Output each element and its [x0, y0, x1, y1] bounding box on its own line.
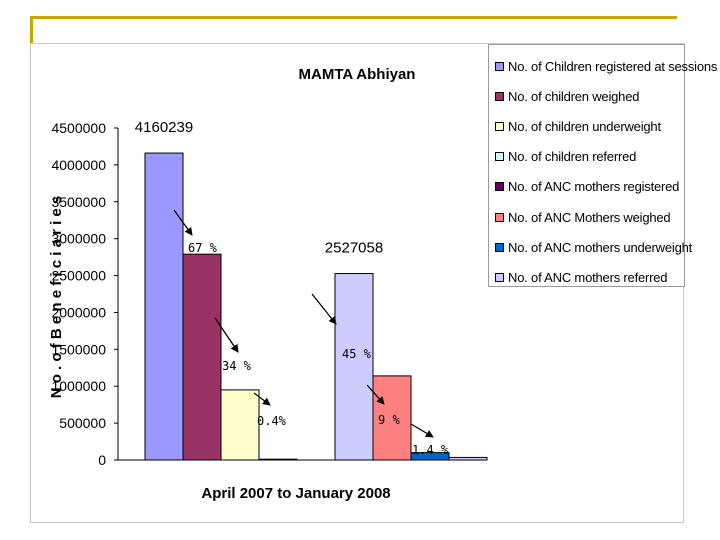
legend-label: No. of children weighed [508, 88, 640, 104]
legend-item: No. of Children registered at sessions [489, 51, 717, 81]
legend: No. of Children registered at sessions No… [488, 44, 717, 287]
bar [334, 273, 374, 461]
annotation-label: 34 % [222, 359, 252, 373]
y-tick-label: 500000 [59, 415, 106, 431]
bar-value-label: 2527058 [325, 240, 383, 257]
legend-swatch [495, 152, 504, 162]
legend-item: No. of ANC mothers registered [489, 172, 684, 202]
annotation-label: 45 % [342, 347, 372, 361]
slide-top-rule [30, 16, 677, 19]
legend-item: No. of ANC mothers underweight [489, 232, 692, 262]
annotation-label: 1.4 % [412, 443, 449, 457]
annotation-label: 9 % [378, 413, 400, 427]
annotation-arrow [410, 423, 434, 438]
y-tick-label: 2500000 [51, 268, 106, 284]
legend-item: No. of ANC Mothers weighed [489, 202, 684, 232]
legend-label: No. of ANC mothers underweight [508, 239, 693, 255]
legend-label: No. of ANC mothers referred [508, 269, 668, 285]
y-tick-label: 0 [98, 452, 106, 468]
slide-side-rule [30, 16, 33, 44]
bar [372, 375, 412, 461]
legend-swatch [495, 121, 504, 131]
legend-label: No. of children underweight [508, 118, 661, 134]
legend-item: No. of ANC mothers referred [489, 262, 684, 292]
legend-item: No. of children weighed [489, 81, 684, 111]
annotation-arrow [253, 392, 271, 406]
annotation-arrow [366, 384, 385, 405]
y-tick-label: 3500000 [51, 194, 106, 210]
annotation-label: 0.4% [257, 414, 287, 428]
y-tick-label: 3000000 [51, 231, 106, 247]
legend-item: No. of children underweight [489, 111, 684, 141]
annotation-arrow [311, 293, 337, 325]
bar [144, 152, 184, 461]
y-tick-label: 1000000 [51, 378, 106, 394]
y-tick-label: 2000000 [51, 304, 106, 320]
legend-swatch [495, 91, 504, 101]
legend-swatch [495, 182, 504, 192]
legend-label: No. of ANC mothers registered [508, 179, 680, 195]
chart-title: MAMTA Abhiyan [299, 66, 416, 83]
annotation-label: 67 % [188, 241, 218, 255]
legend-swatch [495, 61, 504, 71]
bar-layer [144, 152, 488, 461]
y-tick-label: 1500000 [51, 341, 106, 357]
legend-swatch [495, 272, 504, 282]
legend-item: No. of children referred [489, 142, 684, 172]
bar-value-label: 4160239 [135, 119, 193, 136]
legend-swatch [495, 212, 504, 222]
annotation-layer: 67 % 34 % 0.4% 45 % 9 % 1.4 % [173, 209, 449, 457]
annotation-arrow [173, 209, 193, 236]
label-layer: 4160239 2527058 [135, 119, 383, 256]
y-axis-label: N o . o f B e n e f i c i a r i e s [48, 196, 65, 399]
y-tick-label: 4000000 [51, 157, 106, 173]
legend-label: No. of children referred [508, 149, 637, 165]
legend-label: No. of ANC Mothers weighed [508, 209, 671, 225]
axis-layer: 0 500000 1000000 1500000 2000000 2500000 30000… [51, 120, 450, 468]
annotation-arrow [214, 317, 239, 353]
bar [410, 452, 450, 461]
legend-label: No. of Children registered at sessions [508, 58, 718, 74]
bar [258, 458, 298, 461]
bar [448, 456, 488, 461]
bar [220, 389, 260, 461]
legend-swatch [495, 242, 504, 252]
bar [182, 253, 222, 461]
y-tick-label: 4500000 [51, 120, 106, 136]
x-axis-label: April 2007 to January 2008 [201, 485, 390, 502]
